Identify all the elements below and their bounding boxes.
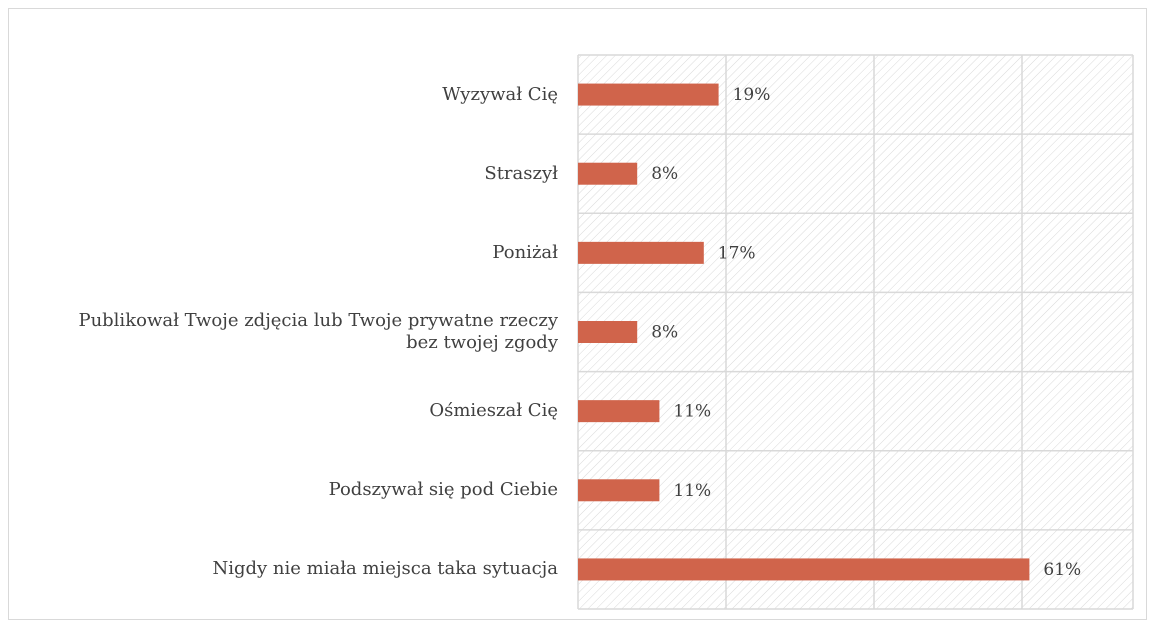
plot-background (578, 55, 1133, 609)
value-label: 8% (651, 164, 678, 184)
bar (578, 321, 638, 343)
category-label: Straszył (60, 134, 558, 213)
bar (578, 162, 638, 185)
category-label: Poniżał (60, 213, 558, 292)
category-text: Ośmieszał Cię (429, 400, 558, 422)
category-label: Nigdy nie miała miejsca taka sytuacja (60, 530, 558, 609)
bar (578, 241, 704, 264)
bar (578, 558, 1030, 581)
bar (578, 479, 660, 502)
value-label: 17% (718, 243, 756, 263)
category-label: Ośmieszał Cię (60, 372, 558, 451)
chart-border (8, 8, 1147, 620)
value-label: 11% (673, 402, 711, 422)
category-text: Podszywał się pod Ciebie (328, 479, 558, 501)
bar (578, 83, 719, 106)
value-label: 11% (673, 481, 711, 501)
category-text: Wyzywał Cię (442, 83, 558, 105)
category-text: Poniżał (492, 241, 558, 263)
category-label: Podszywał się pod Ciebie (60, 451, 558, 530)
value-label: 61% (1043, 560, 1081, 580)
value-label: 19% (733, 85, 771, 105)
bar (578, 400, 660, 423)
category-text: Publikował Twoje zdjęcia lub Twoje prywa… (78, 309, 558, 353)
category-label: Wyzywał Cię (60, 55, 558, 134)
category-label: Publikował Twoje zdjęcia lub Twoje prywa… (60, 292, 558, 371)
value-label: 8% (651, 323, 678, 343)
category-text: Straszył (484, 162, 558, 184)
category-text: Nigdy nie miała miejsca taka sytuacja (212, 558, 558, 580)
